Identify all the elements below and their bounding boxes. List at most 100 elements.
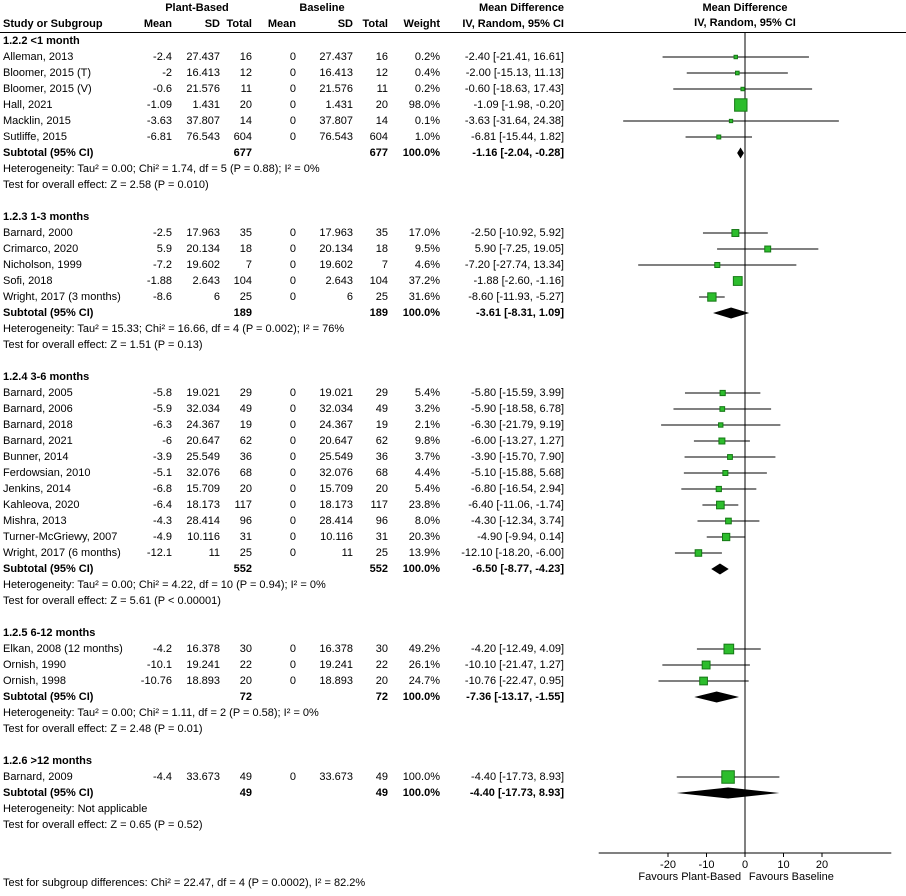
- subgroup-title: 1.2.5 6-12 months: [3, 627, 96, 639]
- study-row: Bunner, 2014 -3.9 25.549 36 0 25.549 36 3.7% -3.…: [0, 449, 566, 465]
- study-row: Barnard, 2006 -5.9 32.034 49 0 32.034 49 3.2% -5…: [0, 401, 566, 417]
- effect-square: [734, 70, 740, 76]
- baseline-mean: [254, 785, 298, 801]
- subgroup-title: 1.2.4 3-6 months: [3, 371, 90, 383]
- plot-header-method: IV, Random, 95% CI: [694, 17, 796, 29]
- study-row: Ornish, 1998 -10.76 18.893 20 0 18.893 20 24.7%…: [0, 673, 566, 689]
- study-name: Alleman, 2013: [3, 51, 74, 63]
- study-name: Sofi, 2018: [3, 275, 53, 287]
- ci-text: -12.10 [-18.20, -6.00]: [461, 547, 564, 559]
- baseline-mean: 0: [289, 83, 296, 95]
- subtotal-label: Subtotal (95% CI): [3, 307, 94, 319]
- ci-text: -8.60 [-11.93, -5.27]: [468, 291, 564, 303]
- stats-row: Test for overall effect: Z = 0.65 (P = 0…: [0, 817, 566, 833]
- baseline-mean: 0: [289, 227, 296, 239]
- weight: 0.2%: [414, 83, 440, 95]
- plant-sd: 16.413: [186, 67, 220, 79]
- ci-text: -4.40 [-17.73, 8.93]: [471, 771, 564, 783]
- baseline-mean: 0: [289, 451, 296, 463]
- subgroup-title: 1.2.3 1-3 months: [3, 211, 90, 223]
- plant-total: 7: [245, 259, 252, 271]
- ci-text: -4.30 [-12.34, 3.74]: [471, 515, 564, 527]
- effect-square: [734, 98, 748, 112]
- plant-total: 19: [239, 419, 252, 431]
- plant-total: 29: [239, 387, 252, 399]
- weight: 23.8%: [408, 499, 440, 511]
- col-baseline-total: Total: [362, 18, 388, 30]
- study-row: Barnard, 2018 -6.3 24.367 19 0 24.367 19 2.1% -6…: [0, 417, 566, 433]
- study-name: Bloomer, 2015 (T): [3, 67, 92, 79]
- baseline-sd: 21.576: [319, 83, 353, 95]
- ci-text: -6.50 [-8.77, -4.23]: [472, 563, 564, 575]
- subtotal-label: Subtotal (95% CI): [3, 691, 94, 703]
- stats-row: Heterogeneity: Not applicable: [0, 801, 566, 817]
- baseline-total: 677: [369, 147, 388, 159]
- baseline-total: 604: [369, 131, 388, 143]
- plant-sd: 37.807: [186, 115, 220, 127]
- stats-text: Heterogeneity: Tau² = 0.00; Chi² = 4.22,…: [3, 579, 326, 591]
- ci-text: -6.00 [-13.27, 1.27]: [471, 435, 564, 447]
- study-name: Turner-McGriewy, 2007: [3, 531, 118, 543]
- subtotal-diamond: [676, 787, 780, 799]
- baseline-total: 72: [375, 691, 388, 703]
- stats-row: Test for overall effect: Z = 2.58 (P = 0…: [0, 177, 566, 193]
- ci-text: -4.40 [-17.73, 8.93]: [469, 787, 564, 799]
- col-mean-difference: Mean Difference: [479, 2, 564, 14]
- baseline-sd: 19.241: [319, 659, 353, 671]
- plant-sd: 19.241: [186, 659, 220, 671]
- plant-total: 117: [234, 499, 252, 511]
- baseline-sd: 6: [346, 291, 353, 303]
- baseline-mean: 0: [289, 275, 296, 287]
- plant-mean: -10.1: [146, 659, 172, 671]
- subgroup-title: 1.2.6 >12 months: [3, 755, 92, 767]
- baseline-sd: 1.431: [325, 99, 353, 111]
- plant-total: 16: [239, 51, 252, 63]
- effect-square: [719, 389, 726, 397]
- study-name: Wright, 2017 (6 months): [3, 547, 121, 559]
- baseline-total: 16: [375, 51, 388, 63]
- effect-square: [719, 406, 726, 412]
- plant-sd: [174, 785, 222, 801]
- weight: 100.0%: [402, 787, 440, 799]
- plant-total: 49: [239, 787, 252, 799]
- plant-mean: -6.81: [146, 131, 172, 143]
- ci-text: 5.90 [-7.25, 19.05]: [474, 243, 564, 255]
- plant-sd: 32.076: [186, 467, 220, 479]
- study-row: Sofi, 2018 -1.88 2.643 104 0 2.643 104 37.2% -1.…: [0, 273, 566, 289]
- spacer-row: [0, 737, 566, 753]
- plant-sd: 27.437: [186, 51, 220, 63]
- plant-mean: [140, 561, 174, 577]
- weight: 26.1%: [408, 659, 440, 671]
- study-name: Barnard, 2021: [3, 435, 73, 447]
- ci-text: -3.90 [-15.70, 7.90]: [471, 451, 564, 463]
- weight: 49.2%: [408, 643, 440, 655]
- weight: 5.4%: [414, 483, 440, 495]
- stats-text: Test for overall effect: Z = 5.61 (P < 0…: [3, 595, 221, 607]
- subgroup-test-footer: Test for subgroup differences: Chi² = 22…: [3, 877, 366, 889]
- plant-sd: 2.643: [192, 275, 220, 287]
- effect-square: [699, 676, 708, 686]
- plant-mean: -5.9: [153, 403, 172, 415]
- plant-sd: 33.673: [186, 771, 220, 783]
- subtotal-diamond: [737, 147, 744, 159]
- plant-sd: 11: [208, 547, 220, 559]
- spacer-row: [0, 193, 566, 209]
- study-name: Kahleova, 2020: [3, 499, 80, 511]
- plant-total: 20: [239, 675, 252, 687]
- col-study: Study or Subgroup: [3, 18, 103, 30]
- spacer-row: [0, 353, 566, 369]
- subtotal-diamond: [713, 307, 750, 319]
- baseline-mean: 0: [289, 387, 296, 399]
- study-row: Bloomer, 2015 (V) -0.6 21.576 11 0 21.576 11 0.…: [0, 81, 566, 97]
- baseline-total: 20: [375, 675, 388, 687]
- col-plant-total: Total: [226, 18, 252, 30]
- baseline-sd: [298, 785, 355, 801]
- weight: 3.2%: [414, 403, 440, 415]
- plant-mean: -2: [162, 67, 172, 79]
- weight: 100.0%: [402, 771, 440, 783]
- baseline-sd: 16.413: [319, 67, 353, 79]
- baseline-mean: 0: [289, 547, 296, 559]
- plant-sd: 20.134: [186, 243, 220, 255]
- baseline-sd: 76.543: [319, 131, 353, 143]
- effect-square: [731, 229, 740, 237]
